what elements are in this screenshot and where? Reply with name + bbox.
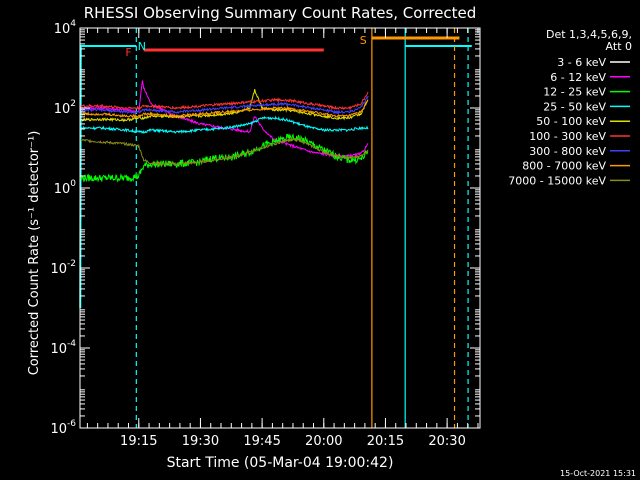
series-line-3 <box>80 115 369 135</box>
legend-label-6: 300 - 800 keV <box>529 145 606 158</box>
series-line-6 <box>80 95 369 115</box>
plot-frame <box>79 27 481 429</box>
x-tick-label-0: 19:15 <box>120 434 157 449</box>
legend: Det 1,3,4,5,6,9,Att 03 - 6 keV 6 - 12 keV… <box>508 28 632 187</box>
x-tick-label-4: 20:15 <box>367 434 404 449</box>
y-tick-label-1: 102 <box>54 99 76 117</box>
series-line-4 <box>80 88 369 123</box>
y-tick-label-0: 104 <box>54 19 77 37</box>
series-line-5 <box>80 91 369 111</box>
y-tick-label-5: 10-6 <box>50 419 76 437</box>
legend-label-0: 3 - 6 keV <box>557 56 606 69</box>
legend-header-0: Det 1,3,4,5,6,9, <box>546 28 632 41</box>
plot-area: NF S <box>79 28 472 428</box>
series-line-7 <box>80 99 369 119</box>
y-tick-label-3: 10-2 <box>50 259 76 277</box>
x-tick-label-5: 20:30 <box>428 434 465 449</box>
axes: 104 102 100 10-2 10-4 10-6 19:15 19:30 19:45 20:0… <box>50 19 481 449</box>
annotation-2: S <box>360 34 367 47</box>
y-tick-label-2: 100 <box>54 179 77 197</box>
chart-title: RHESSI Observing Summary Count Rates, Co… <box>84 4 477 22</box>
footer-timestamp: 15-Oct-2021 15:31 <box>560 469 636 478</box>
legend-label-8: 7000 - 15000 keV <box>508 174 606 187</box>
annotation-1: F <box>125 46 131 59</box>
legend-label-4: 50 - 100 keV <box>536 115 606 128</box>
y-axis-label: Corrected Count Rate (s⁻¹ detector⁻¹) <box>27 131 42 376</box>
series-line-8 <box>80 137 369 167</box>
legend-label-1: 6 - 12 keV <box>550 71 606 84</box>
series-line-0 <box>121 68 369 182</box>
y-tick-label-4: 10-4 <box>50 339 76 357</box>
legend-label-3: 25 - 50 keV <box>543 100 606 113</box>
legend-label-7: 800 - 7000 keV <box>522 160 606 173</box>
legend-label-5: 100 - 300 keV <box>529 130 606 143</box>
series-line-1 <box>80 80 369 159</box>
x-tick-label-3: 20:00 <box>305 434 342 449</box>
legend-label-2: 12 - 25 keV <box>543 86 606 99</box>
legend-header-1: Att 0 <box>606 40 632 53</box>
series-line-2 <box>80 133 369 183</box>
x-axis-label: Start Time (05-Mar-04 19:00:42) <box>167 455 394 471</box>
x-tick-label-2: 19:45 <box>243 434 280 449</box>
x-tick-label-1: 19:30 <box>182 434 219 449</box>
annotation-0: N <box>138 40 146 53</box>
